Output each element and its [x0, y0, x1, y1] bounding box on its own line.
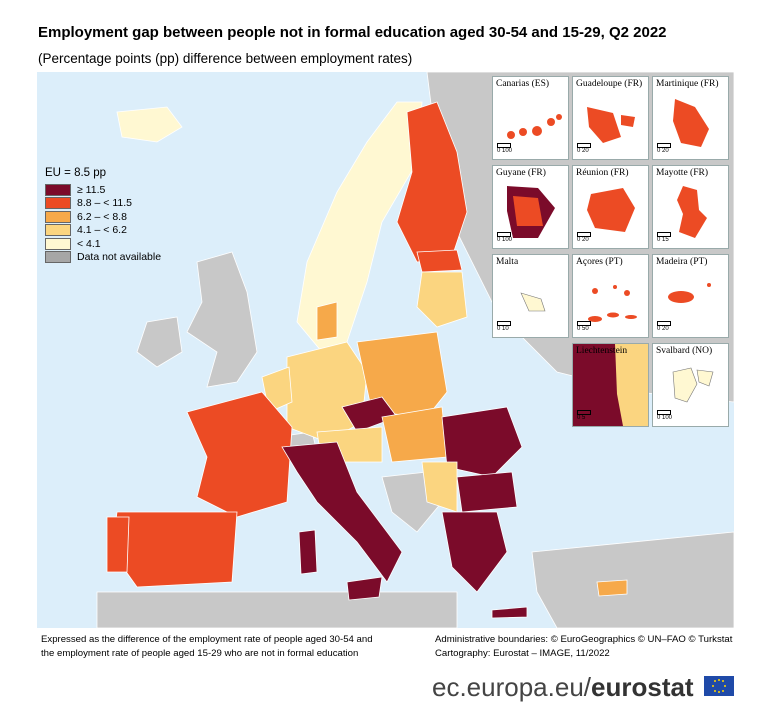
inset-name: Açores (PT)	[576, 257, 623, 267]
legend-label: < 4.1	[77, 237, 101, 250]
legend-item: ≥ 11.5	[45, 183, 161, 196]
uk-region	[186, 251, 258, 388]
legend-label: Data not available	[77, 251, 162, 264]
europe-map	[37, 72, 734, 628]
inset-martinique: Martinique (FR) 0 20	[652, 76, 729, 160]
legend-title: EU = 8.5 pp	[45, 167, 107, 179]
footnote-right: Administrative boundaries: © EuroGeograp…	[435, 633, 732, 661]
inset-name: Mayotte (FR)	[656, 168, 708, 178]
inset-guadeloupe: Guadeloupe (FR) 0 20	[572, 76, 649, 160]
legend-swatch	[45, 197, 71, 210]
inset-svalbard: Svalbard (NO) 0 100	[652, 343, 729, 427]
inset-name: Guadeloupe (FR)	[576, 79, 643, 89]
ireland-region	[136, 316, 183, 368]
eurostat-brand[interactable]: ec.europa.eu/eurostat	[432, 672, 694, 703]
italy	[281, 441, 403, 583]
eu-flag-icon	[704, 676, 734, 696]
scale-bar: 0 100	[497, 232, 512, 243]
scale-bar: 0 10	[497, 321, 511, 332]
legend-label: 8.8 – < 11.5	[77, 197, 132, 210]
footnote-line: Administrative boundaries: © EuroGeograp…	[435, 634, 733, 645]
inset-name: Guyane (FR)	[496, 168, 546, 178]
inset-acores: Açores (PT) 0 50	[572, 254, 649, 338]
legend-item: 8.8 – < 11.5	[45, 197, 161, 210]
inset-name: Réunion (FR)	[576, 168, 629, 178]
inset-canarias: Canarias (ES) 0 100	[492, 76, 569, 160]
france	[186, 391, 293, 518]
inset-name: Malta	[496, 257, 519, 267]
map-subtitle: (Percentage points (pp) difference betwe…	[38, 51, 413, 66]
inset-name: Liechtenstein	[576, 346, 628, 356]
legend-item: 6.2 – < 8.8	[45, 210, 161, 223]
inset-name: Svalbard (NO)	[656, 346, 713, 356]
scale-bar: 0 100	[657, 410, 672, 421]
legend-item: < 4.1	[45, 237, 161, 250]
inset-madeira: Madeira (PT) 0 20	[652, 254, 729, 338]
inset-name: Canarias (ES)	[496, 79, 550, 89]
latvia-lithuania	[416, 271, 468, 328]
sardinia	[298, 529, 318, 575]
portugal	[106, 516, 130, 573]
sicily	[346, 576, 383, 601]
legend-swatch	[45, 224, 71, 237]
footnote-left: Expressed as the difference of the emplo…	[41, 633, 373, 661]
spain	[111, 511, 238, 588]
scale-bar: 0 20	[657, 321, 671, 332]
scale-bar: 0 20	[577, 232, 591, 243]
scale-bar: 0 20	[657, 143, 671, 154]
greece	[441, 511, 508, 593]
iceland	[116, 106, 183, 143]
bulgaria	[456, 471, 518, 513]
denmark	[316, 301, 338, 341]
inset-reunion: Réunion (FR) 0 20	[572, 165, 649, 249]
slovakia-hungary	[381, 406, 448, 463]
scale-bar: 0 50	[577, 321, 591, 332]
legend-item: 4.1 – < 6.2	[45, 224, 161, 237]
legend-label: ≥ 11.5	[77, 183, 106, 196]
north-africa-region	[96, 591, 458, 628]
inset-name: Madeira (PT)	[656, 257, 708, 267]
legend-label: 6.2 – < 8.8	[77, 210, 127, 223]
legend-swatch	[45, 183, 71, 196]
legend-label: 4.1 – < 6.2	[77, 224, 127, 237]
brand-name: eurostat	[591, 672, 694, 702]
scale-bar: 0 100	[497, 143, 512, 154]
footnote-line: the employment rate of people aged 15-29…	[41, 648, 359, 659]
turkey-region	[531, 531, 734, 628]
brand-domain: ec.europa.eu/	[432, 672, 592, 702]
legend-item: Data not available	[45, 251, 161, 264]
inset-guyane: Guyane (FR) 0 100	[492, 165, 569, 249]
map-legend: EU = 8.5 pp ≥ 11.5 8.8 – < 11.5 6.2 – < …	[45, 167, 161, 265]
legend-swatch	[45, 237, 71, 250]
scale-bar: 0 20	[577, 143, 591, 154]
legend-swatch	[45, 251, 71, 264]
map-title: Employment gap between people not in for…	[38, 24, 667, 41]
inset-mayotte: Mayotte (FR) 0 15	[652, 165, 729, 249]
cyprus	[596, 579, 628, 597]
legend-swatch	[45, 210, 71, 223]
footnote-line: Expressed as the difference of the emplo…	[41, 634, 373, 645]
footnote-line: Cartography: Eurostat – IMAGE, 11/2022	[435, 648, 610, 659]
crete	[491, 606, 528, 619]
estonia	[416, 249, 463, 273]
inset-malta: Malta 0 10	[492, 254, 569, 338]
romania	[441, 406, 523, 478]
scale-bar: 0 15	[657, 232, 671, 243]
inset-name: Martinique (FR)	[656, 79, 719, 89]
scale-bar: 0 5	[577, 410, 591, 421]
inset-liechtenstein: Liechtenstein 0 5	[572, 343, 649, 427]
